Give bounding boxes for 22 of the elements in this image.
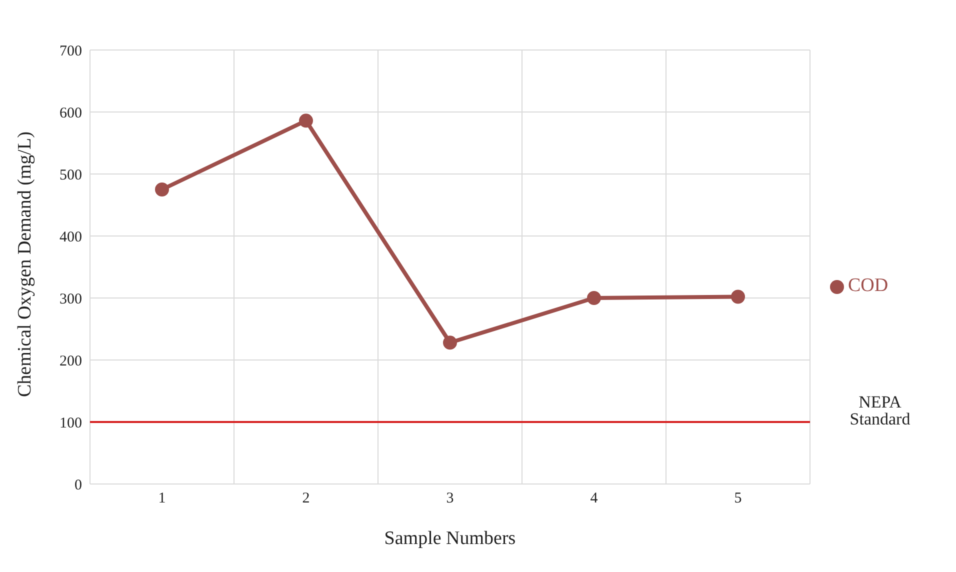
x-tick-label: 3 [446, 490, 454, 507]
y-tick-label: 400 [60, 229, 82, 246]
point [587, 291, 601, 305]
x-tick-label: 4 [590, 490, 598, 507]
point [155, 182, 169, 196]
y-tick-label: 200 [60, 353, 82, 370]
y-tick-label: 600 [60, 105, 82, 122]
point [443, 336, 457, 350]
y-tick-label: 500 [60, 167, 82, 184]
point [299, 114, 313, 128]
ref-line-label: NEPA Standard [850, 392, 911, 429]
x-tick-label: 5 [734, 490, 742, 507]
point [731, 290, 745, 304]
y-tick-label: 300 [60, 291, 82, 308]
y-tick-label: 100 [60, 415, 82, 432]
y-axis-title: Chemical Oxygen Demand (mg/L) [14, 132, 36, 397]
x-tick-label: 1 [158, 490, 166, 507]
x-axis-title: Sample Numbers [384, 528, 516, 549]
y-tick-label: 0 [74, 477, 82, 494]
x-tick-label: 2 [302, 490, 310, 507]
legend-label: COD [848, 275, 888, 296]
y-tick-label: 700 [60, 43, 82, 60]
